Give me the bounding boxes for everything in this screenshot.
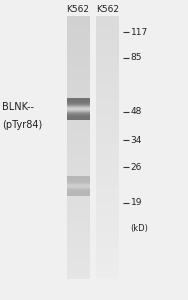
Text: 85: 85 bbox=[131, 53, 142, 62]
Text: 19: 19 bbox=[131, 198, 142, 207]
Text: K562: K562 bbox=[96, 4, 119, 14]
Text: (kD): (kD) bbox=[131, 224, 149, 232]
Text: (pTyr84): (pTyr84) bbox=[2, 119, 42, 130]
Text: 117: 117 bbox=[131, 28, 148, 37]
Text: 26: 26 bbox=[131, 163, 142, 172]
Text: 34: 34 bbox=[131, 136, 142, 145]
Text: K562: K562 bbox=[67, 4, 89, 14]
Text: BLNK--: BLNK-- bbox=[2, 101, 34, 112]
Text: 48: 48 bbox=[131, 107, 142, 116]
